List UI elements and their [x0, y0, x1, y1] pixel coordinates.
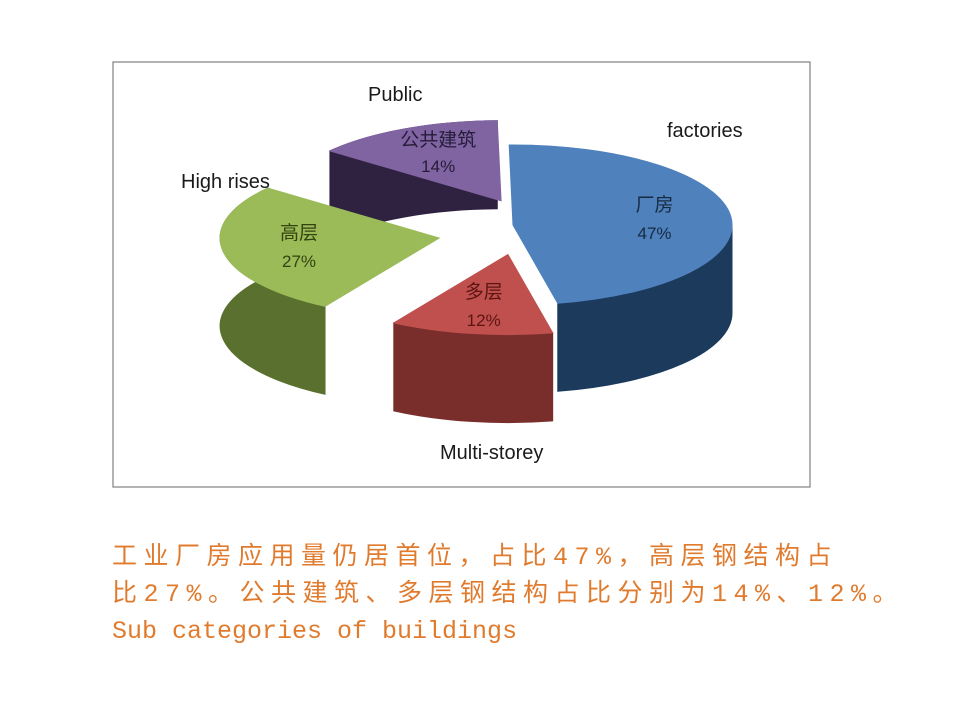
svg-text:公共建筑: 公共建筑	[400, 129, 476, 151]
svg-text:厂房: 厂房	[635, 194, 673, 216]
svg-text:27%: 27%	[282, 252, 316, 271]
svg-text:高层: 高层	[280, 222, 318, 244]
svg-text:多层: 多层	[465, 281, 503, 303]
svg-text:14%: 14%	[421, 157, 455, 176]
svg-text:12%: 12%	[467, 311, 501, 330]
svg-text:47%: 47%	[637, 224, 671, 243]
